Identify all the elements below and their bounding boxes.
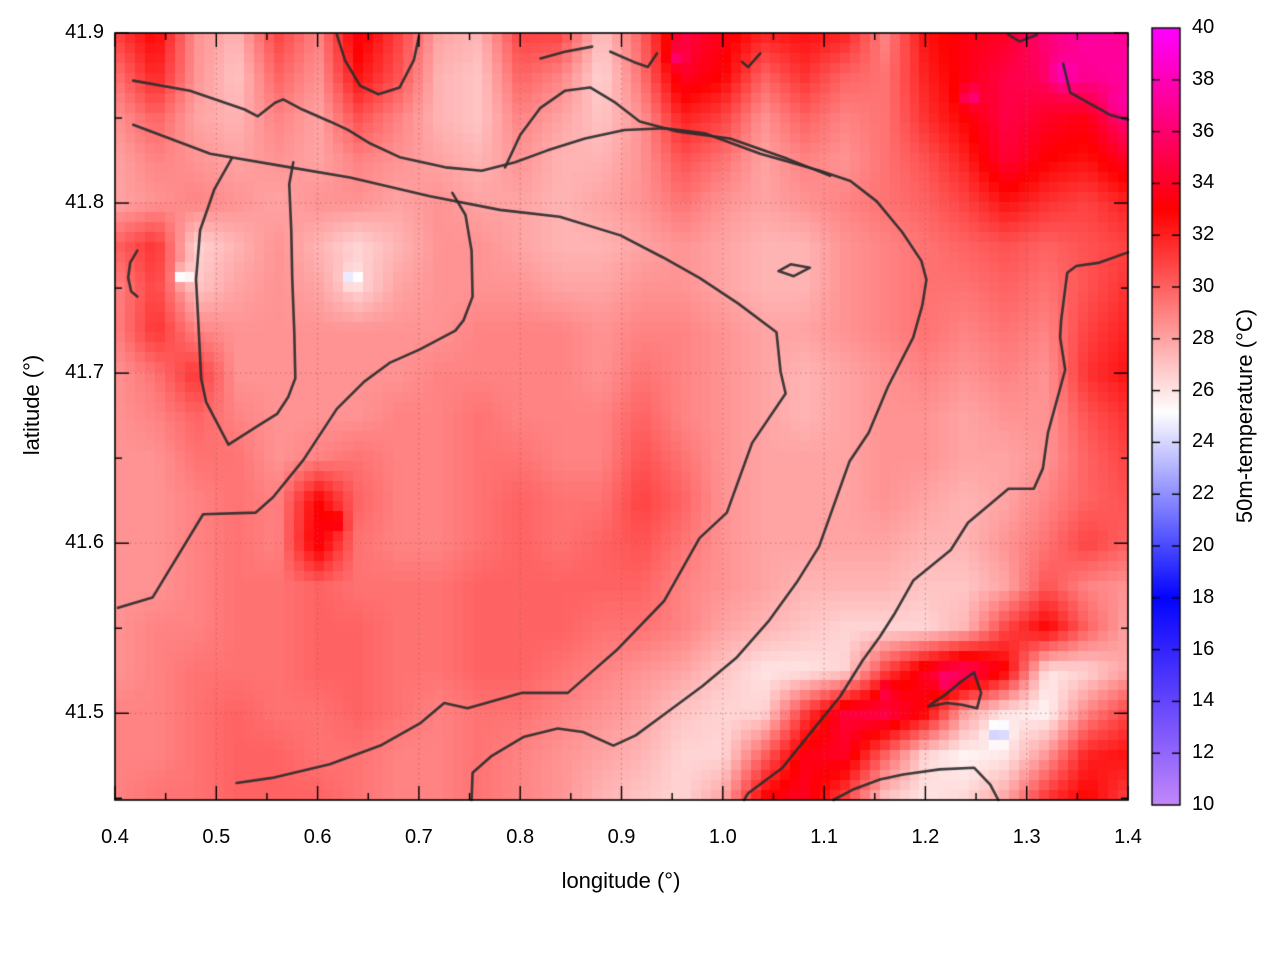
colorbar-tick-label: 40: [1192, 16, 1215, 38]
x-tick-label: 0.6: [303, 826, 332, 848]
x-tick-label: 1.4: [1114, 826, 1142, 848]
x-tick-label: 1.3: [1012, 826, 1041, 848]
colorbar-tick-label: 30: [1192, 275, 1215, 297]
y-tick-label: 41.6: [65, 531, 104, 554]
x-tick-label: 0.9: [607, 826, 636, 848]
x-tick-label: 0.5: [202, 826, 231, 848]
colorbar-tick-label: 20: [1192, 534, 1215, 556]
colorbar-tick-label: 12: [1192, 741, 1215, 764]
colorbar-tick-label: 22: [1192, 482, 1215, 505]
y-tick-label: 41.7: [65, 361, 104, 384]
x-tick-label: 1.1: [810, 826, 838, 848]
colorbar-tick-label: 14: [1192, 689, 1215, 712]
colorbar-tick-label: 38: [1192, 67, 1215, 90]
colorbar-tick-label: 18: [1192, 585, 1215, 608]
x-tick-label: 0.7: [404, 826, 433, 848]
y-tick-label: 41.9: [65, 21, 104, 43]
colorbar-title: 50m-temperature (°C): [1232, 308, 1257, 524]
colorbar-tick-label: 10: [1192, 793, 1215, 815]
x-tick-label: 0.8: [506, 826, 535, 848]
colorbar-tick-label: 36: [1192, 119, 1215, 142]
y-tick-label: 41.8: [65, 191, 104, 214]
x-tick-label: 1.0: [708, 826, 737, 848]
y-tick-label: 41.5: [65, 701, 104, 724]
colorbar-tick-label: 34: [1192, 171, 1215, 194]
x-tick-label: 1.2: [911, 826, 940, 848]
x-tick-label: 0.4: [101, 826, 129, 848]
colorbar-tick-label: 16: [1192, 637, 1215, 660]
colorbar-tick-label: 26: [1192, 378, 1215, 401]
x-axis-title: longitude (°): [561, 868, 681, 893]
colorbar-tick-label: 24: [1192, 430, 1215, 453]
colorbar-tick-label: 28: [1192, 326, 1215, 349]
colorbar-tick-label: 32: [1192, 223, 1215, 246]
